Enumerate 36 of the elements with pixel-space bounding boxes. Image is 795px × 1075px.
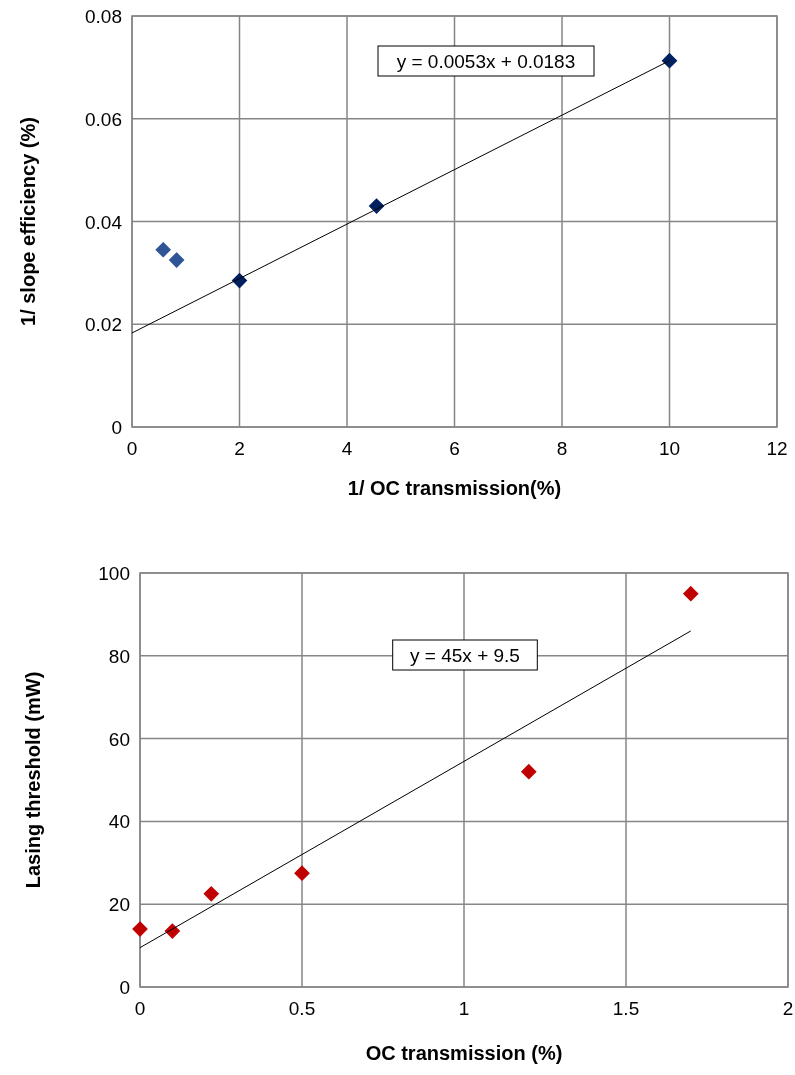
y-axis-title: 1/ slope efficiency (%) (17, 117, 39, 326)
x-tick-label: 0 (134, 998, 146, 1019)
y-tick-label: 0.06 (85, 108, 122, 130)
x-axis-title: 1/ OC transmission(%) (347, 477, 562, 499)
x-axis-title: OC transmission (%) (365, 1042, 563, 1064)
point (169, 252, 185, 268)
y-tick-label: 60 (108, 728, 130, 750)
y-tick-label: 20 (108, 894, 130, 916)
annotation: y = 0.0053x + 0.0183 (396, 51, 576, 72)
point (155, 242, 171, 258)
y-tick-label: 0 (119, 977, 130, 998)
point (203, 886, 219, 902)
x-tick-label: 12 (766, 438, 788, 459)
y-tick-label: 0 (111, 417, 122, 438)
point (521, 764, 537, 780)
x-tick-label: 8 (556, 438, 568, 459)
point (661, 53, 678, 69)
y-axis-title: Lasing threshold (mW) (22, 671, 44, 889)
x-tick-label: 6 (449, 438, 460, 459)
y-tick-label: 0.02 (85, 314, 122, 336)
point (294, 865, 310, 881)
y-tick-label: 100 (98, 563, 130, 584)
x-tick-label: 0.5 (288, 998, 316, 1019)
point (683, 586, 699, 602)
y-tick-label: 40 (108, 811, 130, 833)
y-tick-label: 0.08 (85, 6, 122, 27)
y-tick-label: 0.04 (85, 211, 123, 233)
x-tick-label: 1.5 (612, 998, 640, 1019)
x-tick-label: 10 (658, 438, 681, 459)
x-tick-label: 1 (458, 998, 470, 1019)
annotation: y = 45x + 9.5 (410, 645, 520, 666)
y-tick-label: 80 (108, 645, 130, 667)
x-tick-label: 4 (341, 438, 353, 459)
point (132, 921, 148, 937)
x-tick-label: 2 (782, 998, 794, 1019)
x-tick-label: 2 (234, 438, 245, 459)
